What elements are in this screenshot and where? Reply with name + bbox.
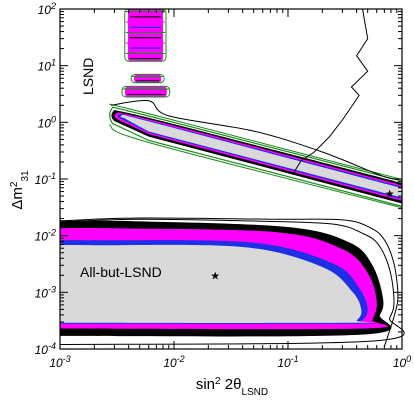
x-tick-label: 10-2 — [163, 354, 184, 370]
y-tick-label: 10-1 — [35, 171, 56, 187]
band-level-innermost — [120, 114, 403, 198]
y-tick-label: 10-4 — [35, 341, 56, 357]
x-tick-label: 10-1 — [277, 354, 298, 370]
island-1-outline — [130, 73, 165, 84]
y-tick-label: 100 — [38, 114, 56, 130]
y-axis-label: Δm231 — [9, 170, 31, 210]
band-lsnd-outer-lower — [108, 124, 403, 209]
all-but-lsnd-label: All-but-LSND — [80, 264, 162, 280]
island-0 — [121, 85, 171, 98]
band-level-lsnd — [109, 106, 403, 208]
x-tick-label: 100 — [393, 354, 411, 370]
plot-area — [59, 8, 405, 347]
y-tick-label: 10-3 — [35, 284, 56, 300]
island-0-outline — [121, 85, 171, 98]
island-0-fill — [125, 86, 167, 97]
plot-frame — [59, 8, 403, 350]
island-1 — [130, 73, 165, 84]
band-lsnd-outer-upper — [109, 103, 403, 180]
y-tick-label: 101 — [38, 58, 56, 74]
island-2 — [124, 8, 167, 62]
y-tick-label: 102 — [38, 1, 56, 17]
island-1-fill — [134, 74, 162, 83]
lower-outline-1 — [59, 218, 405, 345]
middle-outline — [292, 8, 369, 175]
x-axis-label: sin2 2θLSND — [196, 376, 268, 398]
lower-outline-2 — [59, 217, 399, 347]
x-tick-label: 10-3 — [49, 354, 70, 370]
lower-region-innermost — [60, 244, 372, 323]
band-outline — [110, 99, 403, 180]
best-fit-all-but-lsnd-star: ★ — [210, 270, 220, 282]
axis-ticks — [59, 9, 403, 350]
best-fit-combined-star: ★ — [385, 189, 395, 201]
y-tick-label: 10-2 — [35, 228, 56, 244]
lsnd-label: LSND — [80, 58, 96, 95]
